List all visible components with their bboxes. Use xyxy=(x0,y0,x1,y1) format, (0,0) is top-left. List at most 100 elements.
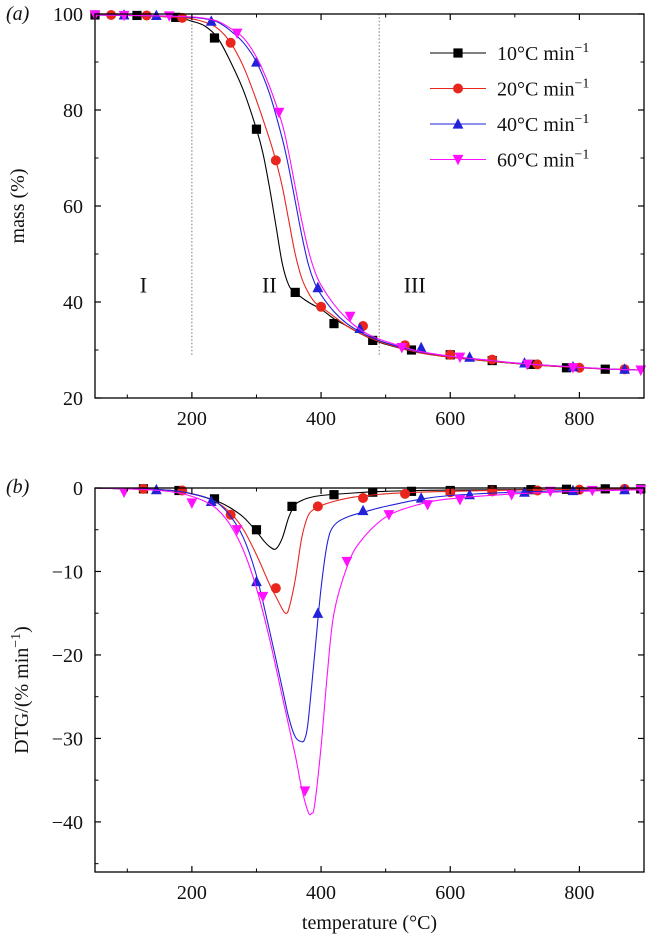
axes-b: 200 400 600 800 0 −10 −20 −30 −40 xyxy=(52,478,644,904)
data-point xyxy=(118,10,130,22)
data-point xyxy=(329,490,339,500)
data-point xyxy=(205,15,217,26)
series-line-3 xyxy=(94,487,645,743)
x-tick-label: 600 xyxy=(435,408,465,430)
data-point xyxy=(561,363,572,373)
x-axis-title: temperature (°C) xyxy=(302,912,437,934)
data-point xyxy=(368,487,378,497)
y-axis-title-a: mass (%) xyxy=(7,169,29,244)
panel-b-label: (b) xyxy=(6,476,30,498)
mass-series xyxy=(89,9,647,376)
x-tick-label: 800 xyxy=(564,408,594,430)
data-point xyxy=(619,363,631,374)
data-point xyxy=(251,124,262,134)
legend-label: 40°C min−1 xyxy=(497,112,589,136)
data-point xyxy=(177,12,188,23)
series-line-1 xyxy=(94,487,645,550)
data-point xyxy=(464,351,476,362)
data-point xyxy=(209,494,220,504)
data-point xyxy=(358,493,369,504)
series-line-2 xyxy=(94,14,645,371)
legend-item-2: 20°C min−1 xyxy=(430,77,589,101)
legend-marker xyxy=(452,154,464,166)
data-point xyxy=(270,583,281,594)
data-point xyxy=(225,509,236,520)
data-point xyxy=(312,281,324,293)
data-point xyxy=(354,322,366,333)
data-point xyxy=(118,487,130,498)
data-point xyxy=(270,155,281,166)
x-tick-label: 600 xyxy=(435,882,465,904)
data-point xyxy=(487,354,498,365)
data-point xyxy=(273,107,285,119)
data-point xyxy=(299,786,311,797)
data-point xyxy=(422,500,434,511)
y-tick-label: 0 xyxy=(73,478,83,500)
legend-item-4: 60°C min−1 xyxy=(430,148,589,172)
data-point xyxy=(544,486,556,498)
region-dividers xyxy=(191,14,380,355)
data-point xyxy=(506,490,517,501)
data-point xyxy=(519,486,530,497)
series-line-1 xyxy=(94,14,645,371)
series-1 xyxy=(94,484,646,550)
y-tick-label: −10 xyxy=(52,561,83,583)
data-point xyxy=(312,607,324,618)
series-line-3 xyxy=(94,14,645,371)
data-point xyxy=(150,9,162,21)
data-point xyxy=(522,359,534,371)
y-tick-label: 20 xyxy=(63,388,83,410)
data-point xyxy=(316,301,327,312)
x-tick-label: 200 xyxy=(177,408,207,430)
data-point xyxy=(368,335,378,345)
data-point xyxy=(357,504,369,516)
data-point xyxy=(231,525,243,536)
y-tick-label: −20 xyxy=(52,645,83,667)
data-point xyxy=(290,287,300,297)
data-point xyxy=(383,510,395,521)
legend-marker xyxy=(453,83,463,94)
data-point xyxy=(312,501,323,512)
x-tick-label: 400 xyxy=(306,882,336,904)
dtg-series xyxy=(94,483,647,816)
data-point xyxy=(251,56,262,67)
series-2 xyxy=(94,483,645,614)
data-point xyxy=(567,363,579,374)
legend-item-1: 10°C min−1 xyxy=(430,41,589,65)
y-tick-label: 60 xyxy=(63,196,83,218)
legend-marker xyxy=(453,48,463,58)
series-line-4 xyxy=(94,14,645,371)
region-labels: I II III xyxy=(140,272,426,297)
x-tick-label: 400 xyxy=(306,408,336,430)
data-point xyxy=(532,485,543,496)
legend-label: 60°C min−1 xyxy=(497,148,589,172)
panel-a-label: (a) xyxy=(6,3,30,25)
plot-frame-b xyxy=(94,487,645,873)
data-point xyxy=(445,349,456,360)
region-label-3: III xyxy=(404,272,426,297)
data-point xyxy=(487,486,498,497)
data-point xyxy=(341,556,353,568)
y-axis-title-b: DTG/(% min−1) xyxy=(9,626,33,754)
data-point xyxy=(150,483,162,495)
data-point xyxy=(454,495,466,506)
region-label-1: I xyxy=(140,272,147,297)
x-tick-label: 200 xyxy=(177,882,207,904)
series-3 xyxy=(94,483,645,743)
y-tick-label: 100 xyxy=(53,4,83,26)
data-point xyxy=(415,492,427,503)
data-point xyxy=(619,483,631,495)
legend-label: 20°C min−1 xyxy=(497,77,589,101)
y-tick-label: 80 xyxy=(63,100,83,122)
data-point xyxy=(344,311,356,323)
legend: 10°C min−1 20°C min−1 40°C min−1 60°C min−1 xyxy=(430,41,589,172)
data-point xyxy=(209,33,220,43)
data-point xyxy=(257,591,269,603)
y-tick-label: −30 xyxy=(52,728,83,750)
data-point xyxy=(415,341,427,353)
data-point xyxy=(567,484,579,496)
legend-marker xyxy=(452,118,464,129)
data-point xyxy=(225,37,236,48)
